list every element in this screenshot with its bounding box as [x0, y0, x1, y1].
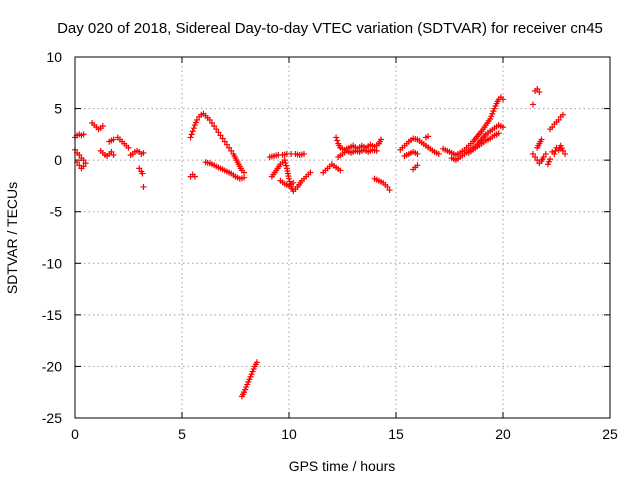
data-point — [334, 137, 341, 144]
data-point — [384, 183, 391, 190]
x-tick-label: 5 — [178, 426, 186, 442]
x-axis-label: GPS time / hours — [289, 458, 396, 474]
data-point — [386, 187, 393, 194]
data-point — [333, 134, 340, 141]
data-point — [555, 116, 562, 123]
x-tick-label: 15 — [388, 426, 404, 442]
data-point — [76, 151, 83, 158]
data-point — [534, 85, 541, 92]
data-point — [425, 133, 432, 140]
y-axis-label: SDTVAR / TECUs — [4, 182, 20, 294]
data-point — [549, 124, 556, 131]
data-point — [108, 148, 115, 155]
data-point — [190, 125, 197, 132]
data-point — [414, 162, 421, 169]
data-point — [529, 150, 536, 157]
data-point — [76, 162, 83, 169]
data-point — [290, 179, 297, 186]
data-point — [78, 165, 85, 172]
data-point — [140, 149, 147, 156]
data-point — [414, 150, 421, 157]
data-point — [206, 116, 213, 123]
data-point — [337, 167, 344, 174]
chart-title: Day 020 of 2018, Sidereal Day-to-day VTE… — [57, 20, 603, 37]
y-tick-label: -10 — [42, 255, 62, 271]
data-point — [140, 183, 147, 190]
data-point — [536, 89, 543, 96]
x-tick-label: 0 — [71, 426, 79, 442]
data-point — [211, 123, 218, 130]
data-point — [223, 141, 230, 148]
data-point — [500, 124, 506, 131]
axis-ticks: 0 5 10 15 20 25 10 5 0 -5 -10 -15 -20 -25 — [42, 49, 618, 442]
y-tick-label: -25 — [42, 410, 62, 426]
data-point — [80, 131, 87, 138]
data-point — [241, 169, 248, 176]
data-point — [559, 111, 566, 118]
data-point — [208, 120, 215, 127]
data-point — [139, 170, 146, 177]
plot-frame — [74, 56, 611, 419]
y-tick-label: 0 — [54, 152, 62, 168]
y-tick-label: -20 — [42, 358, 62, 374]
data-point — [551, 150, 558, 157]
data-point — [125, 144, 132, 151]
data-point — [540, 154, 547, 161]
data-point — [110, 151, 117, 158]
y-tick-label: 10 — [46, 49, 62, 65]
data-point — [213, 126, 220, 133]
data-point — [82, 160, 89, 167]
data-point — [552, 147, 559, 154]
data-point — [189, 128, 196, 135]
y-tick-label: -15 — [42, 307, 62, 323]
grid — [75, 57, 610, 418]
data-point — [221, 138, 228, 145]
data-point — [373, 147, 380, 154]
data-point — [188, 131, 195, 138]
data-point — [219, 135, 226, 142]
data-point — [253, 359, 260, 366]
data-point — [532, 154, 539, 161]
y-tick-label: 5 — [54, 101, 62, 117]
data-point — [500, 96, 506, 103]
data-point — [529, 101, 536, 108]
data-point — [80, 157, 87, 164]
data-point — [228, 147, 235, 154]
data-point — [562, 150, 569, 157]
data-point — [307, 169, 314, 176]
data-point — [300, 150, 307, 157]
data-point — [542, 150, 549, 157]
data-point — [435, 150, 442, 157]
x-tick-label: 25 — [602, 426, 618, 442]
data-point — [495, 130, 502, 137]
data-point — [193, 116, 200, 123]
data-point — [215, 129, 222, 136]
data-point — [538, 136, 545, 143]
data-point — [559, 147, 566, 154]
data-point — [217, 132, 224, 139]
data-point — [283, 162, 290, 169]
data-points — [72, 85, 569, 400]
data-point — [282, 159, 289, 166]
data-point — [99, 123, 106, 130]
y-tick-label: -5 — [50, 204, 63, 220]
data-point — [191, 173, 198, 180]
data-point — [547, 156, 554, 163]
x-tick-label: 10 — [281, 426, 297, 442]
data-point — [286, 175, 292, 182]
data-point — [110, 136, 117, 143]
data-point — [281, 157, 288, 164]
data-point — [187, 134, 194, 141]
data-point — [241, 174, 248, 181]
data-point — [136, 165, 143, 172]
data-point — [378, 136, 385, 143]
x-tick-label: 20 — [495, 426, 511, 442]
data-point — [534, 157, 541, 164]
data-point — [226, 144, 233, 151]
